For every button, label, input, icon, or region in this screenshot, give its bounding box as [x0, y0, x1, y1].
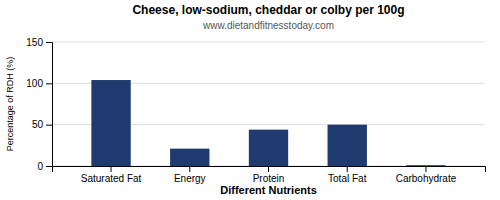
x-tick-mark: [111, 166, 112, 172]
y-tick-label: 100: [26, 78, 43, 89]
bar: [91, 80, 130, 166]
bar: [406, 165, 445, 166]
bars: [91, 80, 445, 166]
x-tick-mark: [347, 166, 348, 172]
chart: Cheese, low-sodium, cheddar or colby per…: [0, 0, 500, 200]
x-tick-mark: [268, 166, 269, 172]
y-tick-label: 0: [37, 161, 43, 172]
y-tick-label: 50: [32, 119, 44, 130]
subtitle: www.dietandfitnesstoday.com: [202, 20, 334, 31]
x-tick: Total Fat: [328, 166, 367, 184]
x-axis-title: Different Nutrients: [220, 184, 317, 196]
grid: [52, 42, 485, 166]
x-tick-label: Total Fat: [328, 173, 367, 184]
x-tick-label: Energy: [174, 173, 206, 184]
grid-line: [52, 42, 485, 43]
x-tick: Carbohydrate: [396, 166, 457, 184]
x-tick-mark: [189, 166, 190, 172]
x-tick-label: Saturated Fat: [81, 173, 142, 184]
x-tick: Saturated Fat: [81, 166, 142, 184]
x-axis-line: [53, 167, 486, 173]
bar: [170, 149, 209, 166]
bar: [249, 130, 288, 166]
x-tick-label: Carbohydrate: [396, 173, 457, 184]
x-tick: Energy: [174, 166, 206, 184]
y-tick: 50: [32, 119, 52, 130]
y-tick-mark: [46, 42, 52, 43]
x-tick-label: Protein: [253, 173, 285, 184]
y-tick-mark: [46, 125, 52, 126]
y-axis: 0 50 100 150: [26, 37, 52, 172]
x-tick: Protein: [253, 166, 285, 184]
title: Cheese, low-sodium, cheddar or colby per…: [132, 3, 404, 17]
x-tick-mark: [425, 166, 426, 172]
y-axis-line: [46, 43, 53, 167]
bar: [328, 125, 367, 166]
y-tick: 0: [37, 161, 52, 172]
y-tick: 100: [26, 78, 52, 89]
x-axis: Saturated Fat Energy Protein Total Fat Carbo…: [53, 166, 486, 184]
y-tick-mark: [46, 166, 52, 167]
y-tick: 150: [26, 37, 52, 48]
plot: 0 50 100 150 Saturated Fat Energy Protein Total…: [26, 37, 485, 184]
y-axis-title: Percentage of RDH (%): [5, 57, 15, 152]
y-tick-label: 150: [26, 37, 43, 48]
y-tick-mark: [46, 83, 52, 84]
